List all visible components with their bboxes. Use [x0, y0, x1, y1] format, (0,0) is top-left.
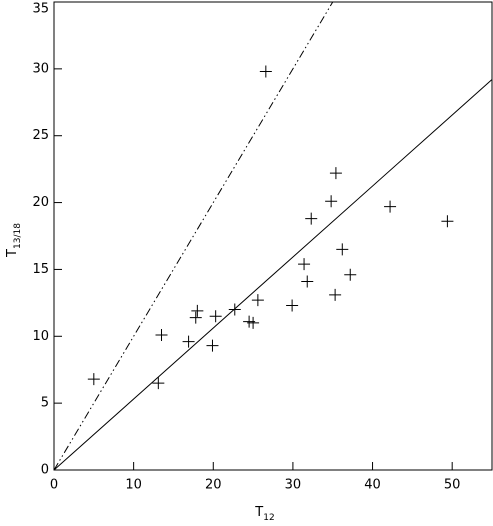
point — [325, 195, 338, 208]
reference-line — [53, 79, 493, 471]
point — [155, 328, 168, 341]
x-tick-label: 40 — [364, 478, 381, 493]
x-label-sub: 12 — [263, 513, 274, 523]
point — [209, 310, 222, 323]
point — [206, 339, 219, 352]
x-tick-label: 30 — [285, 478, 302, 493]
y-tick-label: 35 — [32, 2, 49, 17]
point — [298, 258, 311, 271]
point — [336, 243, 349, 256]
y-label-sub: 13/18 — [13, 223, 23, 249]
point — [189, 311, 202, 324]
y-tick-label: 30 — [32, 61, 49, 76]
point — [191, 304, 204, 317]
y-tick-label: 0 — [41, 463, 49, 478]
y-tick-label: 25 — [32, 128, 49, 143]
y-tick-label: 15 — [32, 262, 49, 277]
point — [182, 335, 195, 348]
x-label-main: T — [254, 505, 263, 520]
point — [301, 275, 314, 288]
reference-line — [53, 1, 334, 471]
point — [329, 288, 342, 301]
x-axis-label: T12 — [254, 505, 274, 523]
point — [329, 167, 342, 180]
y-axis-label: T13/18 — [5, 223, 23, 258]
point — [286, 299, 299, 312]
point — [344, 268, 357, 281]
x-tick-label: 10 — [125, 478, 142, 493]
y-label-main: T — [5, 249, 20, 258]
point — [152, 377, 165, 390]
y-tick-label: 5 — [41, 396, 49, 411]
y-tick-label: 10 — [32, 329, 49, 344]
point — [305, 212, 318, 225]
point — [247, 316, 260, 329]
point — [251, 294, 264, 307]
plot-frame — [53, 1, 493, 471]
point — [441, 215, 454, 228]
point — [259, 65, 272, 78]
point — [384, 200, 397, 213]
y-tick-label: 20 — [32, 195, 49, 210]
point — [228, 303, 241, 316]
point — [87, 373, 100, 386]
x-tick-label: 0 — [50, 478, 58, 493]
x-tick-label: 20 — [205, 478, 222, 493]
x-tick-label: 50 — [444, 478, 461, 493]
